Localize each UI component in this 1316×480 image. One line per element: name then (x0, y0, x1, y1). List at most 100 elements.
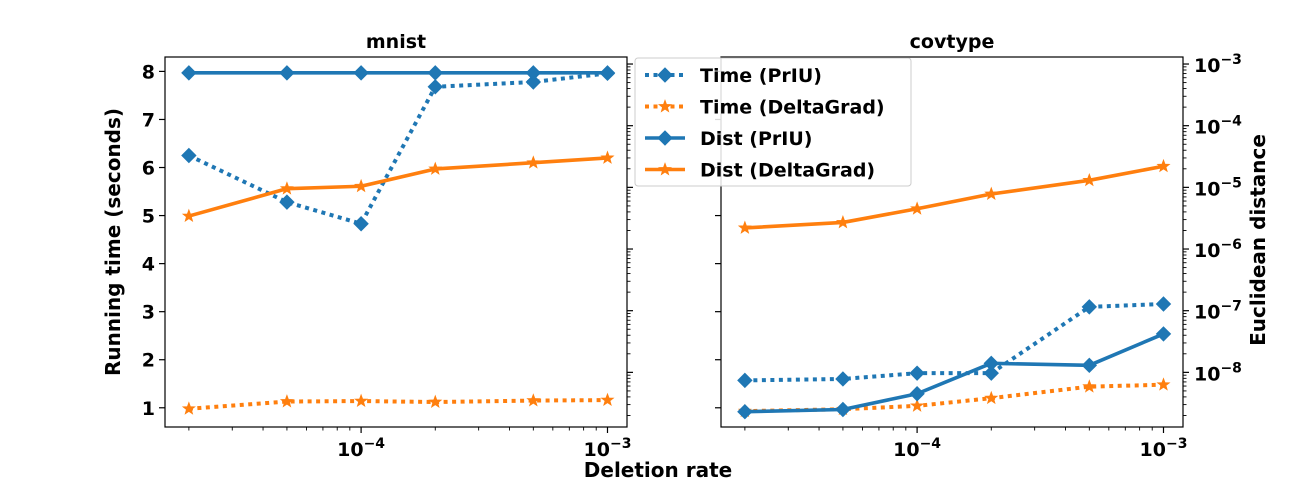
covtype-point-0-5 (1155, 296, 1172, 312)
mnist-series-line-3 (188, 156, 608, 218)
legend-label-1: Time (DeltaGrad) (700, 97, 885, 119)
mnist-point-3-4 (526, 155, 541, 169)
mnist-point-2-1 (279, 65, 295, 81)
covtype-series-0 (737, 296, 1172, 389)
mnist-axes-frame (164, 56, 628, 428)
legend-entry-0: Time (PrIU) (645, 65, 822, 87)
legend-label-0: Time (PrIU) (700, 65, 822, 87)
mnist-ticks: 10−4 10−3 1 2 3 4 5 6 7 8 (142, 61, 633, 461)
legend: Time (PrIU) Time (DeltaGrad) Dist (PrIU) Di… (634, 57, 912, 187)
mnist-point-0-1 (279, 194, 295, 210)
covtype-point-3-3 (984, 186, 999, 200)
covtype-series-line-2 (744, 332, 1165, 414)
mnist-y-tick-label: 2 (142, 350, 155, 372)
mnist-y-tick-label: 3 (142, 302, 155, 324)
covtype-point-2-4 (1081, 357, 1098, 374)
mnist-point-2-5 (599, 65, 616, 81)
mnist-point-2-3 (427, 65, 443, 81)
covtype-point-2-5 (1155, 326, 1172, 342)
covtype-x-tick-label: 10−4 (893, 436, 941, 461)
covtype-point-0-1 (835, 371, 851, 387)
mnist-point-3-0 (181, 208, 196, 223)
covtype-series-line-3 (744, 164, 1164, 230)
mnist-series-1 (181, 392, 615, 415)
covtype-point-2-2 (909, 386, 925, 402)
legend-entry-1: Time (DeltaGrad) (645, 97, 885, 119)
mnist-y-tick-label: 5 (142, 206, 155, 228)
covtype-point-3-2 (910, 201, 925, 215)
mnist-series-3 (181, 150, 615, 223)
covtype-ticks: 10−4 10−3 10−8 10−7 10−6 10−5 10−4 10−3 (715, 52, 1242, 461)
mnist-point-1-2 (354, 393, 369, 408)
legend-marker-2 (657, 130, 673, 146)
mnist-x-tick-label: 10−3 (584, 436, 632, 461)
covtype-axes-frame (720, 56, 1184, 428)
mnist-y-tick-label: 8 (142, 61, 155, 83)
covtype-point-3-4 (1082, 172, 1097, 187)
mnist-point-3-5 (600, 150, 615, 164)
legend-label-3: Dist (DeltaGrad) (700, 160, 875, 182)
mnist-point-0-2 (353, 216, 369, 232)
covtype-point-1-4 (1082, 379, 1097, 393)
mnist-point-2-0 (181, 65, 197, 81)
covtype-point-3-5 (1156, 158, 1171, 173)
mnist-series-line-1 (188, 398, 608, 411)
mnist-y-tick-label: 1 (142, 398, 155, 420)
covtype-series-line-0 (744, 301, 1164, 383)
mnist-point-3-1 (279, 181, 294, 195)
legend-marker-1 (657, 99, 673, 113)
covtype-series (737, 158, 1172, 420)
mnist-series-2 (181, 65, 616, 81)
covtype-right-y-tick-label: 10−5 (1194, 175, 1242, 200)
mnist-point-0-0 (181, 147, 197, 164)
covtype-point-0-0 (737, 372, 753, 389)
covtype-point-3-1 (835, 215, 850, 229)
covtype-series-line-1 (744, 382, 1164, 414)
covtype-point-1-5 (1156, 377, 1171, 391)
legend-box (634, 57, 912, 187)
legend-entry-3: Dist (DeltaGrad) (645, 160, 875, 182)
legend-marker-3 (657, 162, 673, 176)
covtype-point-2-3 (983, 355, 999, 372)
covtype-point-0-4 (1081, 299, 1098, 315)
legend-label-2: Dist (PrIU) (700, 128, 812, 150)
covtype-point-2-1 (835, 401, 851, 418)
mnist-point-3-2 (354, 178, 369, 193)
covtype-series-3 (737, 158, 1171, 234)
mnist-point-2-2 (353, 65, 369, 81)
covtype-point-0-3 (983, 365, 999, 381)
covtype-title: covtype (910, 31, 995, 53)
y-axis-label-left: Running time (seconds) (101, 108, 125, 376)
mnist-point-1-4 (526, 393, 541, 407)
mnist-point-2-4 (525, 65, 542, 81)
covtype-point-2-0 (737, 404, 753, 420)
covtype-point-1-2 (910, 398, 925, 412)
covtype-right-y-tick-label: 10−7 (1194, 299, 1242, 324)
covtype-subplot: covtype 10−4 10−3 10−8 10−7 10−6 10−5 10−4 10−3 (715, 31, 1242, 461)
mnist-point-3-3 (428, 161, 443, 175)
mnist-y-tick-label: 7 (142, 109, 155, 131)
mnist-y-tick-label: 4 (142, 254, 155, 276)
mnist-series-0 (181, 65, 616, 232)
covtype-right-y-tick-label: 10−6 (1194, 237, 1242, 262)
covtype-right-y-tick-label: 10−8 (1194, 360, 1242, 385)
covtype-x-tick-label: 10−3 (1140, 436, 1188, 461)
x-axis-label: Deletion rate (584, 458, 732, 480)
mnist-subplot: mnist 10−4 10−3 1 2 3 4 5 6 7 8 (142, 31, 633, 461)
mnist-point-1-1 (279, 394, 294, 408)
mnist-point-1-3 (428, 394, 443, 408)
mnist-title: mnist (366, 31, 426, 53)
legend-marker-0 (657, 67, 673, 83)
covtype-right-y-tick-label: 10−4 (1194, 114, 1242, 139)
covtype-series-2 (737, 326, 1172, 420)
covtype-point-0-2 (909, 365, 925, 381)
legend-entry-2: Dist (PrIU) (645, 128, 812, 150)
mnist-point-0-3 (427, 79, 443, 95)
covtype-point-1-3 (984, 390, 999, 405)
mnist-point-1-5 (600, 392, 615, 407)
mnist-y-tick-label: 6 (142, 158, 155, 180)
mnist-point-0-4 (525, 74, 542, 90)
y-axis-label-right: Euclidean distance (1246, 134, 1270, 346)
mnist-series (181, 65, 616, 415)
